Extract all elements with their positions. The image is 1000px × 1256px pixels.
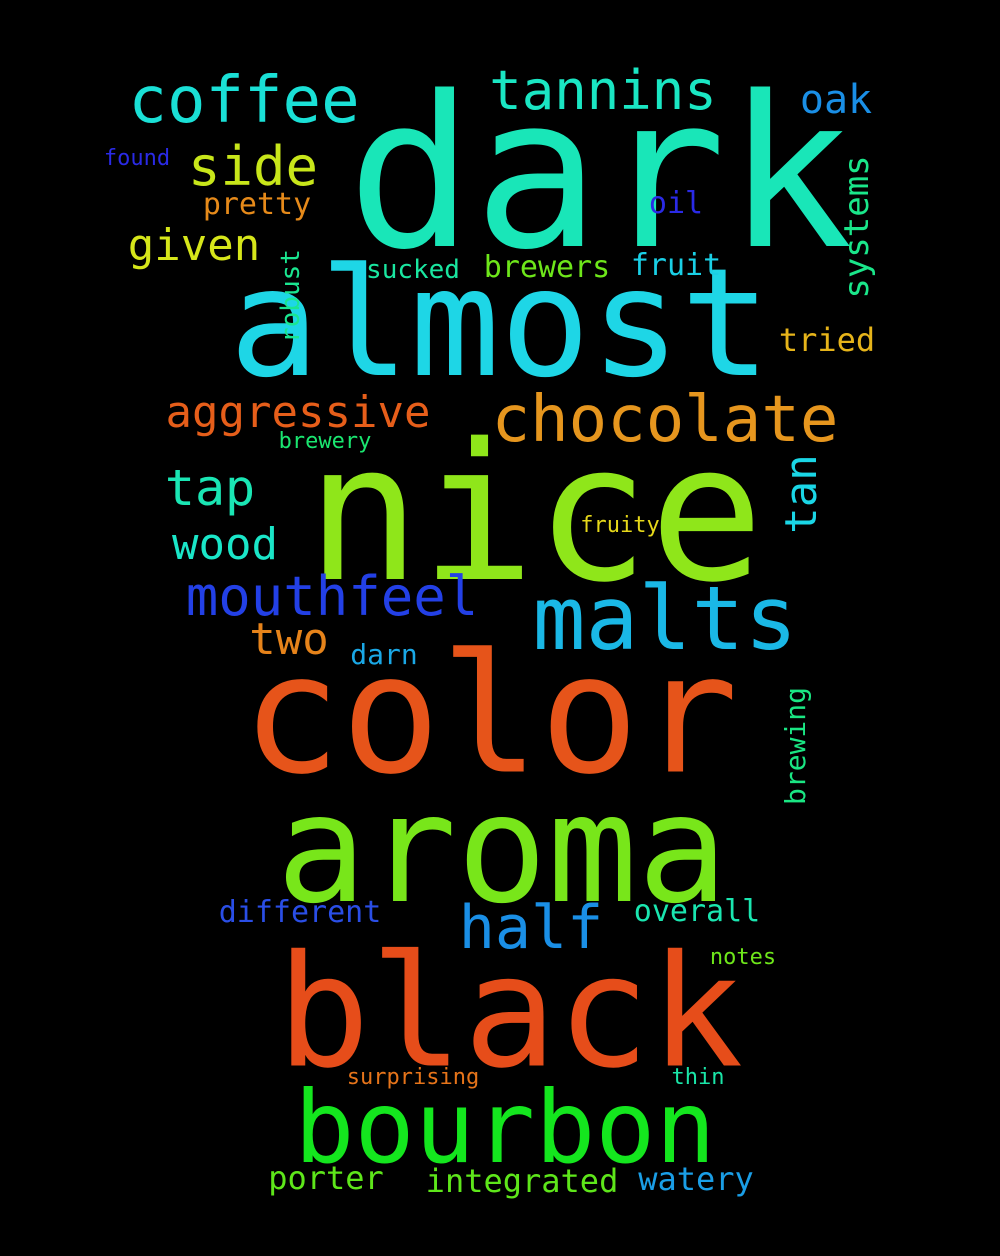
word-brewers: brewers xyxy=(483,250,611,285)
word-given: given xyxy=(127,220,261,271)
word-half: half xyxy=(458,893,604,963)
word-nice: nice xyxy=(306,403,764,624)
word-sucked: sucked xyxy=(366,255,460,285)
word-tap: tap xyxy=(164,459,256,517)
word-pretty: pretty xyxy=(202,187,312,222)
word-integrated: integrated xyxy=(425,1162,619,1200)
word-thin: thin xyxy=(671,1065,725,1090)
word-aroma: aroma xyxy=(276,763,728,937)
word-overall: overall xyxy=(633,894,761,929)
word-notes: notes xyxy=(709,945,777,970)
word-tried: tried xyxy=(778,321,876,359)
word-chocolate: chocolate xyxy=(491,383,839,457)
word-wood: wood xyxy=(172,519,278,570)
word-coffee: coffee xyxy=(128,64,360,138)
word-two: two xyxy=(249,614,329,665)
word-different: different xyxy=(218,895,382,930)
word-tan: tan xyxy=(776,454,827,534)
word-brewing: brewing xyxy=(779,686,812,806)
word-aggressive: aggressive xyxy=(165,387,431,438)
word-tannins: tannins xyxy=(489,59,717,122)
word-color: color xyxy=(241,618,739,811)
word-found: found xyxy=(103,146,171,171)
word-darn: darn xyxy=(350,638,418,671)
word-malts: malts xyxy=(532,567,798,670)
word-brewery: brewery xyxy=(278,429,372,454)
word-mouthfeel: mouthfeel xyxy=(185,565,479,628)
word-almost: almost xyxy=(229,237,771,411)
word-fruit: fruit xyxy=(630,248,722,283)
word-fruity: fruity xyxy=(580,513,660,538)
word-oil: oil xyxy=(648,186,704,221)
word-robust: robust xyxy=(276,249,306,343)
word-oak: oak xyxy=(799,77,873,123)
word-black: black xyxy=(276,921,744,1103)
word-watery: watery xyxy=(638,1160,754,1198)
word-porter: porter xyxy=(268,1159,384,1197)
word-bourbon: bourbon xyxy=(294,1069,716,1186)
word-dark: dark xyxy=(347,51,853,296)
word-side: side xyxy=(187,135,319,198)
word-surprising: surprising xyxy=(346,1065,480,1090)
word-systems: systems xyxy=(837,155,877,299)
